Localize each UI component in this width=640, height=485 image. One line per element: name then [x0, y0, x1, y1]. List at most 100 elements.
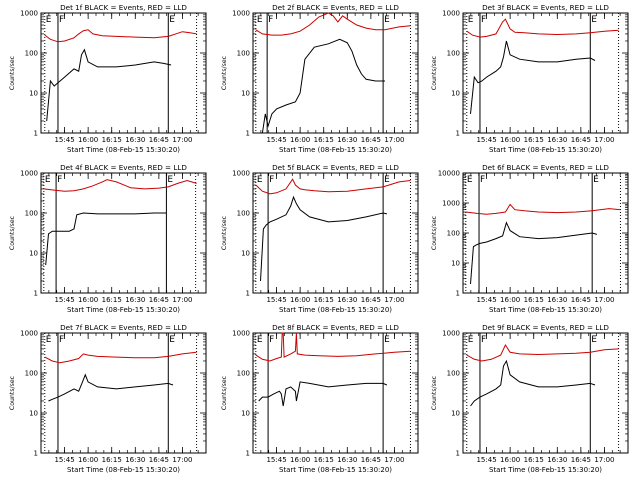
x-tick-label: 16:30 — [125, 456, 145, 464]
x-axis-label: Start Time (08-Feb-15 15:30:20) — [489, 306, 602, 314]
plot-frame — [252, 12, 419, 134]
plot-frame — [40, 332, 207, 454]
x-tick-label: 16:45 — [149, 136, 169, 144]
x-axis-label: Start Time (08-Feb-15 15:30:20) — [279, 306, 392, 314]
x-axis-label: Start Time (08-Feb-15 15:30:20) — [279, 466, 392, 474]
y-tick-label: 10 — [241, 90, 250, 98]
x-tick-label: 16:30 — [547, 456, 567, 464]
x-tick-label: 16:15 — [314, 136, 334, 144]
x-tick-label: 16:00 — [500, 456, 520, 464]
time-marker-label: E — [591, 15, 597, 25]
x-tick-label: 17:00 — [384, 136, 404, 144]
x-tick-label: 16:45 — [361, 296, 381, 304]
x-tick-label: 16:00 — [78, 456, 98, 464]
y-tick-label: 1 — [246, 450, 250, 458]
x-tick-label: 16:45 — [149, 456, 169, 464]
y-tick-label: 10 — [29, 250, 38, 258]
y-tick-label: 1 — [34, 290, 38, 298]
lld-series-line — [466, 343, 619, 362]
y-tick-label: 10 — [241, 250, 250, 258]
y-tick-label: 10000 — [438, 170, 460, 178]
time-marker-label: E — [46, 335, 52, 345]
plot-frame — [252, 172, 419, 294]
x-tick-label: 16:30 — [337, 296, 357, 304]
x-tick-label: 15:45 — [266, 136, 286, 144]
y-tick-label: 1 — [34, 130, 38, 138]
time-marker-label: F — [268, 15, 273, 25]
y-tick-label: 1000 — [232, 10, 250, 18]
y-axis-label: Counts/sec — [9, 215, 16, 250]
x-tick-label: 16:15 — [102, 456, 122, 464]
time-marker-label: F — [481, 335, 486, 345]
y-axis-label: Counts/sec — [221, 215, 228, 250]
x-axis-label: Start Time (08-Feb-15 15:30:20) — [67, 466, 180, 474]
events-series-line — [46, 48, 172, 122]
x-tick-label: 16:00 — [500, 296, 520, 304]
panel-title: Det 6f BLACK = Events, RED = LLD — [482, 163, 609, 172]
y-tick-label: 10 — [29, 90, 38, 98]
y-tick-label: 1 — [456, 130, 460, 138]
y-tick-label: 100 — [25, 210, 38, 218]
time-marker-label: E — [384, 175, 390, 185]
x-tick-label: 16:45 — [571, 296, 591, 304]
lld-series-line — [255, 12, 411, 36]
y-axis-label: Counts/sec — [9, 375, 16, 410]
events-series-line — [48, 373, 174, 402]
panel-2: Det 2f BLACK = Events, RED = LLD Counts/s… — [221, 3, 419, 154]
lld-series-line — [466, 18, 619, 38]
x-tick-label: 16:15 — [314, 296, 334, 304]
panel-title: Det 5f BLACK = Events, RED = LLD — [272, 163, 399, 172]
panel-title: Det 9f BLACK = Events, RED = LLD — [482, 323, 609, 332]
y-tick-label: 100 — [237, 50, 250, 58]
y-tick-label: 1 — [34, 450, 38, 458]
plot-frame — [252, 332, 419, 454]
y-tick-label: 100 — [447, 230, 460, 238]
x-tick-label: 16:30 — [125, 136, 145, 144]
lld-series-line — [255, 332, 411, 362]
x-tick-label: 16:45 — [149, 296, 169, 304]
time-marker-label: E — [593, 175, 599, 185]
x-tick-label: 16:15 — [314, 456, 334, 464]
y-axis-label: Counts/sec — [431, 375, 438, 410]
time-marker-label: E — [46, 15, 52, 25]
x-tick-label: 17:00 — [172, 296, 192, 304]
y-tick-label: 10 — [29, 410, 38, 418]
time-marker-label: E — [169, 335, 175, 345]
x-axis-label: Start Time (08-Feb-15 15:30:20) — [67, 306, 180, 314]
x-tick-label: 16:15 — [102, 296, 122, 304]
time-marker-label: E — [467, 175, 473, 185]
events-series-line — [261, 38, 385, 134]
y-tick-label: 1000 — [442, 330, 460, 338]
time-marker-label: F — [269, 175, 274, 185]
time-marker-label: E — [169, 15, 175, 25]
y-tick-label: 100 — [25, 370, 38, 378]
x-tick-label: 16:30 — [547, 296, 567, 304]
panel-8: Det 8f BLACK = Events, RED = LLD Counts/s… — [221, 323, 419, 474]
y-tick-label: 10 — [241, 410, 250, 418]
y-axis-label: Counts/sec — [9, 55, 16, 90]
x-tick-label: 16:00 — [290, 136, 310, 144]
y-tick-label: 10 — [451, 90, 460, 98]
time-marker-label: E — [257, 15, 263, 25]
y-tick-label: 100 — [237, 210, 250, 218]
time-marker-label: E — [167, 175, 173, 185]
x-axis-label: Start Time (08-Feb-15 15:30:20) — [279, 146, 392, 154]
x-tick-label: 16:30 — [547, 136, 567, 144]
panel-9: Det 9f BLACK = Events, RED = LLD Counts/s… — [431, 323, 629, 474]
events-series-line — [260, 195, 388, 282]
y-tick-label: 100 — [447, 50, 460, 58]
x-tick-label: 17:00 — [594, 296, 614, 304]
events-series-line — [470, 359, 596, 407]
x-tick-label: 15:45 — [54, 456, 74, 464]
lld-series-line — [43, 179, 197, 192]
plot-frame — [462, 172, 629, 294]
x-tick-label: 16:30 — [337, 456, 357, 464]
panel-4: Det 4f BLACK = Events, RED = LLD Counts/s… — [9, 163, 207, 314]
y-tick-label: 1000 — [232, 330, 250, 338]
y-tick-label: 1000 — [20, 10, 38, 18]
panel-6: Det 6f BLACK = Events, RED = LLD Counts/s… — [431, 163, 629, 314]
panel-3: Det 3f BLACK = Events, RED = LLD Counts/s… — [431, 3, 629, 154]
time-marker-label: F — [269, 335, 274, 345]
